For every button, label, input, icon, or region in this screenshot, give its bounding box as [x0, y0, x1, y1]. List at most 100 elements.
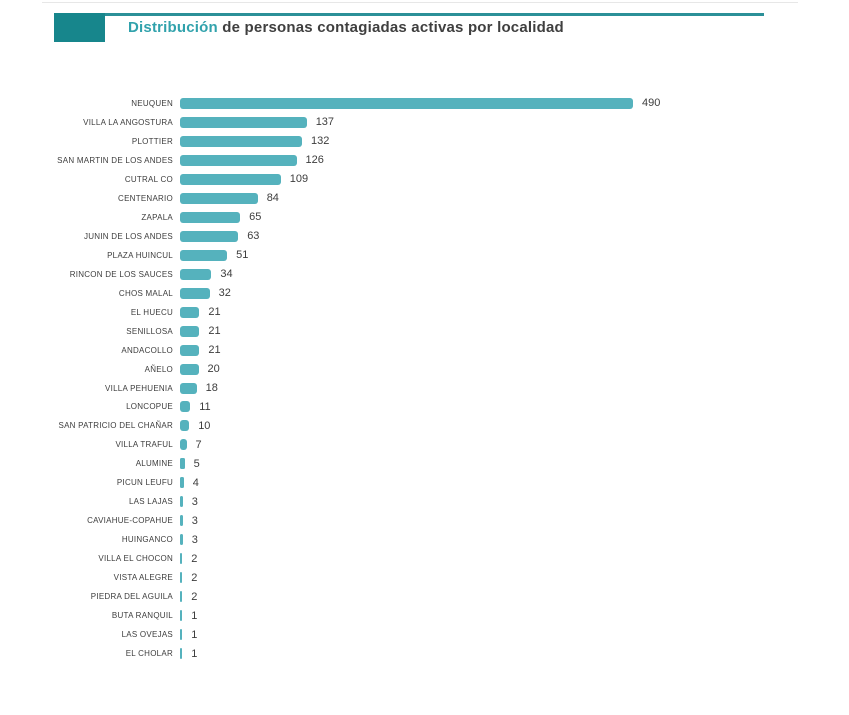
- chart-row: PLAZA HUINCUL 51: [0, 246, 849, 265]
- bar[interactable]: [180, 553, 183, 565]
- category-label: SAN MARTIN DE LOS ANDES: [57, 155, 173, 165]
- bar[interactable]: [180, 534, 183, 546]
- bar[interactable]: [180, 154, 297, 166]
- chart-row: CUTRAL CO 109: [0, 170, 849, 189]
- category-label: PICUN LEUFU: [116, 478, 173, 488]
- value-label: 132: [311, 135, 330, 148]
- value-label: 20: [207, 363, 220, 376]
- title-accent-square: [54, 13, 105, 42]
- category-label: VILLA LA ANGOSTURA: [83, 117, 173, 127]
- bar[interactable]: [180, 591, 183, 603]
- bar[interactable]: [180, 363, 199, 375]
- category-label: EL CHOLAR: [125, 649, 173, 659]
- bar[interactable]: [180, 401, 191, 413]
- chart-row: PLOTTIER 132: [0, 132, 849, 151]
- bar[interactable]: [180, 496, 183, 508]
- chart-row: RINCON DE LOS SAUCES 34: [0, 265, 849, 284]
- bar-chart: NEUQUEN 490 VILLA LA ANGOSTURA 137 PLOTTIER 1…: [0, 94, 849, 663]
- category-label: BUTA RANQUIL: [111, 611, 173, 621]
- category-label: AÑELO: [144, 364, 173, 374]
- category-label: JUNIN DE LOS ANDES: [84, 231, 173, 241]
- value-label: 18: [205, 382, 218, 395]
- category-label: RINCON DE LOS SAUCES: [69, 269, 173, 279]
- chart-row: CAVIAHUE-COPAHUE 3: [0, 511, 849, 530]
- chart-row: ALUMINE 5: [0, 454, 849, 473]
- value-label: 63: [247, 230, 260, 243]
- bar[interactable]: [180, 439, 187, 451]
- bar[interactable]: [180, 173, 281, 185]
- category-label: SAN PATRICIO DEL CHAÑAR: [58, 421, 173, 431]
- value-label: 11: [199, 400, 211, 413]
- chart-row: EL CHOLAR 1: [0, 644, 849, 663]
- bar[interactable]: [180, 192, 258, 204]
- category-label: NEUQUEN: [131, 98, 173, 108]
- value-label: 51: [236, 249, 249, 262]
- bar[interactable]: [180, 382, 197, 394]
- value-label: 3: [191, 533, 198, 546]
- chart-title-highlight: Distribución: [128, 19, 218, 36]
- value-label: 34: [220, 268, 233, 281]
- bar[interactable]: [180, 477, 184, 489]
- bar[interactable]: [180, 116, 307, 128]
- chart-row: SENILLOSA 21: [0, 322, 849, 341]
- bar[interactable]: [180, 268, 212, 280]
- chart-row: VILLA LA ANGOSTURA 137: [0, 113, 849, 132]
- category-label: CAVIAHUE-COPAHUE: [87, 516, 173, 526]
- value-label: 2: [191, 552, 198, 565]
- chart-row: SAN MARTIN DE LOS ANDES 126: [0, 151, 849, 170]
- value-label: 2: [191, 571, 198, 584]
- category-label: HUINGANCO: [121, 535, 173, 545]
- value-label: 5: [193, 457, 200, 470]
- bar[interactable]: [180, 325, 200, 337]
- bar[interactable]: [180, 306, 200, 318]
- chart-row: SAN PATRICIO DEL CHAÑAR 10: [0, 416, 849, 435]
- bar[interactable]: [180, 230, 239, 242]
- category-label: CHOS MALAL: [118, 288, 173, 298]
- chart-row: VISTA ALEGRE 2: [0, 568, 849, 587]
- bar[interactable]: [180, 420, 190, 432]
- bar[interactable]: [180, 648, 183, 660]
- chart-row: VILLA EL CHOCON 2: [0, 549, 849, 568]
- chart-row: LONCOPUE 11: [0, 398, 849, 417]
- chart-title: Distribución de personas contagiadas act…: [128, 19, 564, 36]
- chart-row: CENTENARIO 84: [0, 189, 849, 208]
- value-label: 109: [289, 173, 309, 186]
- chart-row: LAS LAJAS 3: [0, 492, 849, 511]
- category-label: VILLA EL CHOCON: [98, 554, 173, 564]
- category-label: ANDACOLLO: [121, 345, 173, 355]
- bar[interactable]: [180, 211, 241, 223]
- category-label: PLOTTIER: [131, 136, 173, 146]
- value-label: 21: [208, 325, 221, 338]
- category-label: PLAZA HUINCUL: [107, 250, 173, 260]
- chart-row: AÑELO 20: [0, 360, 849, 379]
- bar[interactable]: [180, 97, 633, 109]
- value-label: 84: [266, 192, 279, 205]
- value-label: 32: [218, 287, 231, 300]
- bar[interactable]: [180, 344, 200, 356]
- bar[interactable]: [180, 249, 228, 261]
- category-label: VILLA TRAFUL: [115, 440, 173, 450]
- chart-row: BUTA RANQUIL 1: [0, 606, 849, 625]
- bar[interactable]: [180, 135, 302, 147]
- bar[interactable]: [180, 458, 185, 470]
- bar[interactable]: [180, 572, 183, 584]
- value-label: 10: [198, 419, 211, 432]
- category-label: LAS OVEJAS: [121, 630, 173, 640]
- chart-row: LAS OVEJAS 1: [0, 625, 849, 644]
- bar[interactable]: [180, 287, 210, 299]
- chart-row: JUNIN DE LOS ANDES 63: [0, 227, 849, 246]
- bar[interactable]: [180, 629, 183, 641]
- chart-row: ANDACOLLO 21: [0, 341, 849, 360]
- chart-row: VILLA TRAFUL 7: [0, 435, 849, 454]
- value-label: 490: [642, 97, 661, 110]
- top-hairline: [42, 2, 798, 3]
- value-label: 21: [208, 344, 221, 357]
- value-label: 1: [191, 628, 198, 641]
- bar[interactable]: [180, 515, 183, 527]
- value-label: 1: [191, 647, 198, 660]
- chart-row: NEUQUEN 490: [0, 94, 849, 113]
- bar[interactable]: [180, 610, 183, 622]
- value-label: 2: [191, 590, 198, 603]
- category-label: LAS LAJAS: [128, 497, 173, 507]
